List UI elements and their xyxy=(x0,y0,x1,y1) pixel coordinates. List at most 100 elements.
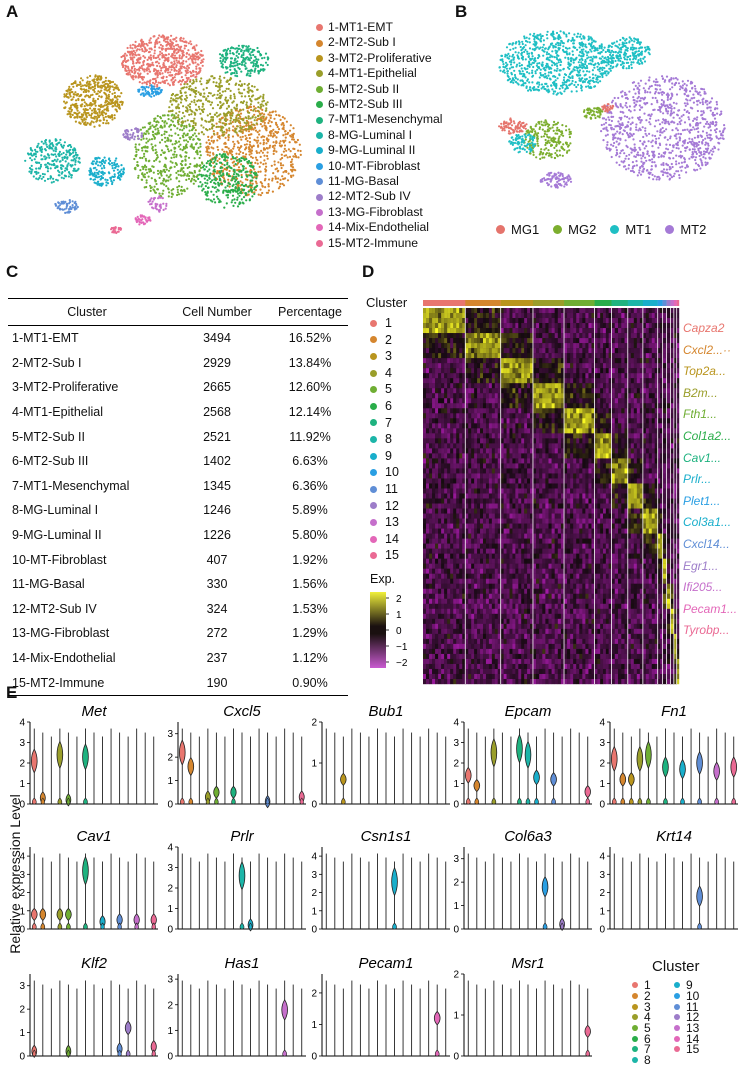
violin-y-tick-label: 2 xyxy=(599,888,605,899)
violin-y-tick-label: 1 xyxy=(19,1028,25,1039)
legend-swatch xyxy=(316,209,323,216)
legend-swatch xyxy=(316,224,323,231)
violin-legend-swatch xyxy=(632,1046,638,1052)
cell-cluster: 4-MT1-Epithelial xyxy=(8,400,162,425)
cell-percentage: 16.52% xyxy=(272,326,348,351)
violin-base xyxy=(612,798,616,804)
violin-y-tick-label: 0 xyxy=(453,800,459,811)
heatmap-cluster-label: 5 xyxy=(385,381,392,398)
violin-shape xyxy=(525,741,531,768)
violin-shape xyxy=(341,773,347,785)
heatmap-cluster-item: 10 xyxy=(370,464,399,481)
violin-legend-swatch xyxy=(674,993,680,999)
violin-base xyxy=(732,798,736,804)
violin-y-tick-label: 3 xyxy=(19,981,25,992)
heatmap-cluster-bar-segment xyxy=(465,300,501,306)
heatmap-cluster-label: 13 xyxy=(385,514,399,531)
cell-number: 330 xyxy=(162,572,272,597)
legend-item: 12-MT2-Sub IV xyxy=(316,189,442,204)
heatmap-cluster-label: 8 xyxy=(385,431,392,448)
heatmap-gene-label: Prlr... xyxy=(683,469,737,491)
violin-legend-item: 5 xyxy=(632,1023,674,1034)
legend-swatch xyxy=(316,240,323,247)
heatmap-cluster-label: 6 xyxy=(385,398,392,415)
violin-y-tick-label: 0 xyxy=(453,925,459,936)
violin-shape xyxy=(714,762,720,780)
legend-swatch xyxy=(316,117,323,124)
legend-label: 13-MG-Fibroblast xyxy=(328,205,423,220)
legend-item: 11-MG-Basal xyxy=(316,174,442,189)
violin-legend-swatch xyxy=(632,1025,638,1031)
heatmap-cluster-swatch xyxy=(370,552,377,559)
violin-y-tick-label: 4 xyxy=(599,852,605,863)
violin-y-tick-label: 1 xyxy=(19,779,25,790)
legend-label: 5-MT2-Sub II xyxy=(328,82,399,97)
legend-label: 9-MG-Luminal II xyxy=(328,143,415,158)
violin-y-tick-label: 4 xyxy=(19,852,25,863)
violin-shape xyxy=(57,741,63,768)
legend-item: 14-Mix-Endothelial xyxy=(316,220,442,235)
heatmap-cluster-bar-segment xyxy=(501,300,533,306)
violin-base xyxy=(681,798,685,804)
heatmap-cluster-label: 10 xyxy=(385,464,399,481)
tsne-cluster-9 xyxy=(88,157,125,187)
heatmap-cluster-bar-segment xyxy=(677,300,680,306)
violin-base xyxy=(629,798,633,804)
violin-base xyxy=(189,798,193,804)
violin-gene-title: Pecam1 xyxy=(358,955,413,972)
cell-number: 237 xyxy=(162,646,272,671)
cell-number: 1345 xyxy=(162,474,272,499)
legend-label: 7-MT1-Mesenchymal xyxy=(328,112,442,127)
colorbar-tick-label: −1 xyxy=(396,642,408,653)
heatmap-gene-label: Ifi205... xyxy=(683,577,737,599)
violin-gene-title: Fn1 xyxy=(661,703,687,720)
heatmap-cluster-swatch xyxy=(370,419,377,426)
heatmap-cluster-bar-segment xyxy=(533,300,564,306)
violin-shape xyxy=(434,1011,440,1024)
legend-label: 10-MT-Fibroblast xyxy=(328,159,420,174)
heatmap-cluster-label: 14 xyxy=(385,531,399,548)
violin-shape xyxy=(542,877,548,897)
tsne-cluster-13 xyxy=(147,195,167,213)
violin-gene-title: Cxcl5 xyxy=(223,703,261,720)
heatmap-cluster-bar-segment xyxy=(663,300,667,306)
colorbar-tick-label: 1 xyxy=(396,610,402,621)
violin-base xyxy=(232,798,236,804)
legend-label: 15-MT2-Immune xyxy=(328,236,418,251)
cell-number: 2568 xyxy=(162,400,272,425)
violin-shape xyxy=(697,752,703,774)
cell-percentage: 1.12% xyxy=(272,646,348,671)
cell-cluster: 12-MT2-Sub IV xyxy=(8,597,162,622)
violin-legend-swatch xyxy=(674,1014,680,1020)
violin-base xyxy=(638,798,642,804)
violin-legend-item: 15 xyxy=(674,1044,716,1055)
legend-swatch xyxy=(316,55,323,62)
panel-letter-c: C xyxy=(6,262,18,282)
legend-item: 10-MT-Fibroblast xyxy=(316,159,442,174)
cell-number: 2521 xyxy=(162,424,272,449)
cell-cluster: 6-MT2-Sub III xyxy=(8,449,162,474)
legend-item: 8-MG-Luminal I xyxy=(316,128,442,143)
heatmap-cluster-bar-segment xyxy=(667,300,671,306)
legend-item: MG1 xyxy=(496,222,539,237)
cell-percentage: 1.29% xyxy=(272,621,348,646)
violin-legend-label: 8 xyxy=(644,1053,651,1067)
violin-base xyxy=(66,923,70,929)
heatmap-colorbar: 210−1−2 xyxy=(366,588,426,674)
legend-swatch xyxy=(496,225,505,234)
violin-y-tick-label: 3 xyxy=(19,870,25,881)
violin-legend-swatch xyxy=(674,1004,680,1010)
violin-shape xyxy=(282,1000,288,1020)
heatmap-cluster-bar-segment xyxy=(671,300,675,306)
violin-shape xyxy=(125,1021,131,1034)
heatmap-cluster-bar-segment xyxy=(658,300,663,306)
cell-percentage: 5.80% xyxy=(272,523,348,548)
tsne-plot-clusters xyxy=(8,16,318,256)
tsne-sample-blob xyxy=(600,75,726,180)
violin-gene-title: Csn1s1 xyxy=(361,828,412,845)
